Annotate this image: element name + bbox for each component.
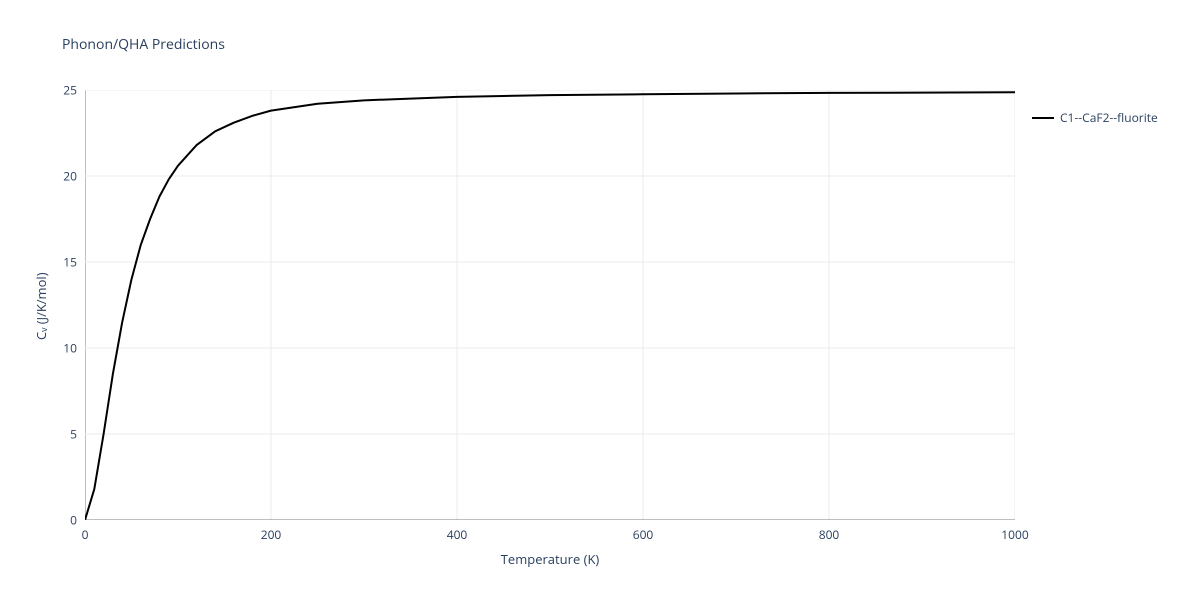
x-axis-label: Temperature (K) (501, 550, 600, 568)
x-tick: 0 (82, 526, 89, 543)
legend-series-label: C1--CaF2--fluorite (1060, 109, 1158, 126)
y-tick: 15 (63, 254, 77, 271)
y-tick: 20 (63, 168, 77, 185)
x-tick: 400 (447, 526, 468, 543)
legend-series-line (1032, 117, 1054, 119)
y-tick: 5 (70, 426, 77, 443)
chart-title: Phonon/QHA Predictions (62, 35, 225, 54)
plot-area (85, 90, 1015, 520)
y-tick: 25 (63, 82, 77, 99)
x-tick: 800 (819, 526, 840, 543)
y-tick: 0 (70, 512, 77, 529)
y-tick: 10 (63, 340, 77, 357)
y-axis-label: Cᵥ (J/K/mol) (32, 272, 50, 340)
x-tick: 1000 (1001, 526, 1028, 543)
x-tick: 600 (633, 526, 654, 543)
x-tick: 200 (261, 526, 282, 543)
legend: C1--CaF2--fluorite (1032, 109, 1158, 126)
chart-container: Phonon/QHA Predictions Temperature (K) C… (0, 0, 1200, 600)
